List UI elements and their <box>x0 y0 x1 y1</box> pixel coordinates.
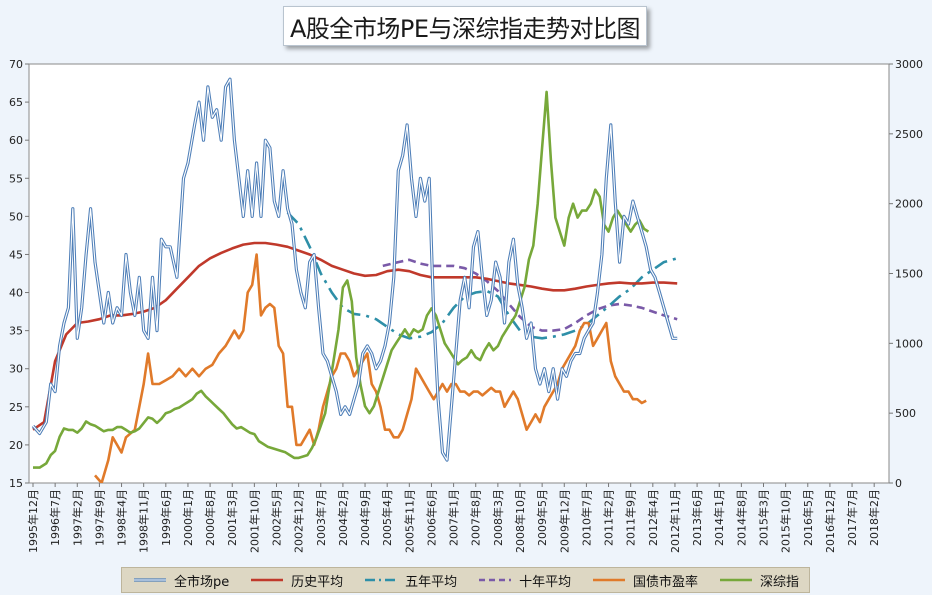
legend-item: 国债市盈率 <box>591 571 698 590</box>
y-left-tick-label: 40 <box>9 287 23 300</box>
legend-label: 全市场pe <box>173 574 230 590</box>
series-line-5 <box>33 90 650 469</box>
y-left-tick-label: 50 <box>9 210 23 223</box>
y-right-tick-label: 2000 <box>895 198 923 211</box>
x-tick-label: 1998年11月 <box>137 489 151 553</box>
legend-label: 国债市盈率 <box>633 574 699 590</box>
legend-label: 深综指 <box>759 574 799 590</box>
chart-legend: 全市场pe 历史平均 五年平均 十年平均 国债市盈率 深综指 <box>121 567 810 593</box>
y-left-tick-label: 65 <box>9 96 23 109</box>
legend-swatch <box>251 578 284 582</box>
x-tick-label: 1997年2月 <box>70 489 84 546</box>
y-left-tick-label: 30 <box>9 363 23 376</box>
x-tick-label: 2012年4月 <box>646 489 660 546</box>
y-right-tick-label: 3000 <box>895 58 923 71</box>
x-tick-label: 1999年6月 <box>159 489 173 546</box>
x-tick-label: 2014年1月 <box>712 489 726 546</box>
x-tick-label: 1996年7月 <box>48 489 62 546</box>
legend-label: 十年平均 <box>519 574 572 590</box>
legend-swatch <box>719 578 752 582</box>
x-tick-label: 2004年9月 <box>358 489 372 546</box>
x-tick-label: 2010年7月 <box>579 489 593 546</box>
y-left-tick-label: 70 <box>9 58 23 71</box>
plot-area <box>28 63 890 484</box>
y-right-tick-label: 1000 <box>895 337 923 350</box>
y-left-tick-label: 20 <box>9 439 23 452</box>
y-left-tick-label: 35 <box>9 325 23 338</box>
legend-item: 深综指 <box>718 571 799 590</box>
x-tick-label: 2001年3月 <box>225 489 239 546</box>
x-tick-label: 2009年5月 <box>535 489 549 546</box>
x-tick-label: 2002年12月 <box>292 489 306 553</box>
x-tick-label: 2018年2月 <box>867 489 881 546</box>
x-tick-label: 2006年6月 <box>424 489 438 546</box>
x-tick-label: 1998年4月 <box>115 489 129 546</box>
x-tick-label: 2015年3月 <box>757 489 771 546</box>
series-line-1 <box>32 241 678 431</box>
chart-title: A股全市场PE与深综指走势对比图 <box>283 6 647 46</box>
x-tick-label: 2005年11月 <box>402 489 416 553</box>
x-tick-label: 2007年1月 <box>447 489 461 546</box>
legend-swatch <box>479 578 512 582</box>
legend-swatch <box>365 578 398 582</box>
legend-item: 五年平均 <box>363 571 457 590</box>
x-tick-label: 2011年2月 <box>602 489 616 546</box>
x-tick-label: 2005年4月 <box>380 489 394 546</box>
legend-swatch <box>593 578 626 582</box>
x-tick-label: 1995年12月 <box>26 489 40 553</box>
y-left-tick-label: 15 <box>9 477 23 490</box>
x-tick-label: 2002年5月 <box>270 489 284 546</box>
series-line-0-inner <box>32 78 678 461</box>
x-tick-label: 2004年2月 <box>336 489 350 546</box>
x-tick-label: 2000年8月 <box>203 489 217 546</box>
x-tick-label: 2003年7月 <box>314 489 328 546</box>
x-tick-label: 2008年10月 <box>513 489 527 553</box>
x-tick-label: 2016年5月 <box>801 489 815 546</box>
x-tick-label: 2014年8月 <box>734 489 748 546</box>
y-left-tick-label: 25 <box>9 401 23 414</box>
y-left-tick-label: 45 <box>9 248 23 261</box>
y-left-tick-label: 60 <box>9 134 23 147</box>
y-left-tick-label: 55 <box>9 172 23 185</box>
y-right-tick-label: 500 <box>895 407 916 420</box>
legend-swatch <box>133 578 166 582</box>
x-tick-label: 2013年6月 <box>690 489 704 546</box>
y-right-tick-label: 1500 <box>895 268 923 281</box>
x-tick-label: 2017年7月 <box>845 489 859 546</box>
legend-label: 五年平均 <box>405 574 458 590</box>
legend-label: 历史平均 <box>291 574 344 590</box>
y-right-tick-label: 2500 <box>895 128 923 141</box>
x-tick-label: 2007年8月 <box>469 489 483 546</box>
x-tick-label: 1997年9月 <box>92 489 106 546</box>
x-tick-label: 2016年12月 <box>823 489 837 553</box>
x-tick-label: 2008年3月 <box>491 489 505 546</box>
y-right-tick-label: 0 <box>895 477 902 490</box>
x-tick-label: 2012年11月 <box>668 489 682 553</box>
x-tick-label: 2000年1月 <box>181 489 195 546</box>
legend-item: 历史平均 <box>249 571 343 590</box>
legend-item: 十年平均 <box>477 571 571 590</box>
legend-item: 全市场pe <box>132 571 229 590</box>
x-tick-label: 2001年10月 <box>247 489 261 553</box>
x-tick-label: 2011年9月 <box>624 489 638 546</box>
x-tick-label: 2009年12月 <box>557 489 571 553</box>
x-tick-label: 2015年10月 <box>779 489 793 553</box>
